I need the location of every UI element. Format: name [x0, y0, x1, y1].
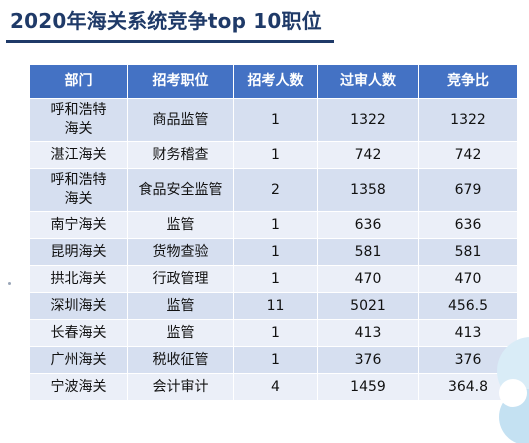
cell-recruit-count: 1 [233, 319, 318, 347]
cell-department: 昆明海关 [29, 238, 128, 266]
cell-competition-ratio: 636 [418, 211, 518, 239]
cell-position: 财务稽查 [127, 141, 234, 169]
cell-position: 食品安全监管 [127, 168, 234, 212]
cell-approved-count: 581 [317, 238, 419, 266]
cell-recruit-count: 2 [233, 168, 318, 212]
cell-competition-ratio: 470 [418, 265, 518, 293]
cell-position: 行政管理 [127, 265, 234, 293]
cell-position: 监管 [127, 211, 234, 239]
cell-approved-count: 5021 [317, 292, 419, 320]
table-row: 宁波海关 会计审计 4 1459 364.8 [29, 373, 518, 401]
cell-department: 宁波海关 [29, 373, 128, 401]
cell-competition-ratio: 581 [418, 238, 518, 266]
header-department: 部门 [29, 64, 128, 99]
page-title: 2020年海关系统竞争top 10职位 [10, 9, 322, 33]
cell-recruit-count: 1 [233, 238, 318, 266]
cell-approved-count: 1322 [317, 98, 419, 142]
cell-competition-ratio: 456.5 [418, 292, 518, 320]
cell-approved-count: 376 [317, 346, 419, 374]
table-row: 呼和浩特 海关 商品监管 1 1322 1322 [29, 98, 518, 142]
table-row: 广州海关 税收征管 1 376 376 [29, 346, 518, 374]
header-recruit-count: 招考人数 [233, 64, 318, 99]
cell-competition-ratio: 679 [418, 168, 518, 212]
competition-table: 部门 招考职位 招考人数 过审人数 竞争比 呼和浩特 海关 商品监管 1 132… [29, 64, 518, 401]
table-row: 昆明海关 货物查验 1 581 581 [29, 238, 518, 266]
table-row: 深圳海关 监管 11 5021 456.5 [29, 292, 518, 320]
cell-department: 长春海关 [29, 319, 128, 347]
cell-position: 监管 [127, 292, 234, 320]
table-row: 拱北海关 行政管理 1 470 470 [29, 265, 518, 293]
cell-recruit-count: 1 [233, 141, 318, 169]
cell-position: 货物查验 [127, 238, 234, 266]
corner-decoration [497, 337, 529, 443]
table-row: 南宁海关 监管 1 636 636 [29, 211, 518, 239]
cell-position: 会计审计 [127, 373, 234, 401]
cell-competition-ratio: 413 [418, 319, 518, 347]
header-competition-ratio: 竞争比 [418, 64, 518, 99]
cell-department: 湛江海关 [29, 141, 128, 169]
cell-position: 监管 [127, 319, 234, 347]
header-approved-count: 过审人数 [317, 64, 419, 99]
cell-recruit-count: 1 [233, 265, 318, 293]
table-header-row: 部门 招考职位 招考人数 过审人数 竞争比 [29, 64, 518, 99]
cell-department: 拱北海关 [29, 265, 128, 293]
cell-recruit-count: 4 [233, 373, 318, 401]
table-row: 呼和浩特 海关 食品安全监管 2 1358 679 [29, 168, 518, 212]
cell-approved-count: 413 [317, 319, 419, 347]
side-dot [8, 282, 11, 285]
cell-approved-count: 1459 [317, 373, 419, 401]
cell-recruit-count: 11 [233, 292, 318, 320]
cell-department: 广州海关 [29, 346, 128, 374]
cell-competition-ratio: 742 [418, 141, 518, 169]
header-position: 招考职位 [127, 64, 234, 99]
cell-approved-count: 470 [317, 265, 419, 293]
cell-department: 呼和浩特 海关 [29, 98, 128, 142]
cell-department: 呼和浩特 海关 [29, 168, 128, 212]
cell-position: 商品监管 [127, 98, 234, 142]
cell-recruit-count: 1 [233, 211, 318, 239]
table-row: 长春海关 监管 1 413 413 [29, 319, 518, 347]
title-underline [6, 40, 334, 43]
cell-recruit-count: 1 [233, 98, 318, 142]
cell-department: 南宁海关 [29, 211, 128, 239]
cell-approved-count: 742 [317, 141, 419, 169]
cell-position: 税收征管 [127, 346, 234, 374]
table-row: 湛江海关 财务稽查 1 742 742 [29, 141, 518, 169]
cell-approved-count: 636 [317, 211, 419, 239]
cell-department: 深圳海关 [29, 292, 128, 320]
cell-approved-count: 1358 [317, 168, 419, 212]
cell-competition-ratio: 1322 [418, 98, 518, 142]
cell-recruit-count: 1 [233, 346, 318, 374]
